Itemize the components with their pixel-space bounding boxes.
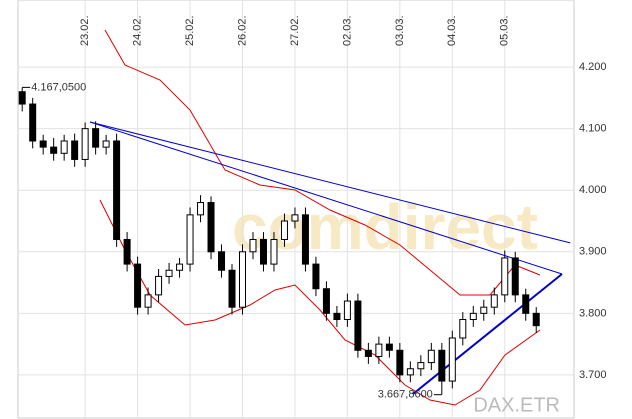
x-tick-label: 25.02. (184, 15, 196, 46)
x-tick-label: 04.03. (446, 15, 458, 46)
annotation-label: 4.167,0500 (31, 81, 86, 93)
candle-body (427, 349, 435, 364)
candle-body (238, 251, 246, 308)
y-tick-label: 3.800 (579, 307, 607, 319)
x-tick-label: 05.03. (499, 15, 511, 46)
candle-body (490, 294, 498, 308)
candle-body (448, 337, 456, 382)
candle-body (480, 306, 488, 314)
candle-body (71, 140, 79, 160)
candle-body (364, 349, 372, 357)
x-tick-label: 26.02. (236, 15, 248, 46)
candle-body (301, 214, 309, 265)
candle-body (218, 251, 226, 271)
candle-body (438, 349, 446, 382)
candle-body (501, 257, 509, 296)
x-tick-label: 03.03. (394, 15, 406, 46)
y-tick-label: 4.200 (579, 61, 607, 73)
candle-body (134, 263, 142, 308)
y-tick-label: 4.000 (579, 184, 607, 196)
candle-body (259, 238, 267, 265)
plot-area (17, 0, 575, 419)
candle-body (417, 362, 425, 370)
candle-body (18, 91, 26, 105)
candle-body (186, 214, 194, 265)
x-tick-label: 23.02. (79, 15, 91, 46)
candle-body (144, 294, 152, 308)
candle-body (469, 312, 477, 321)
candle-body (102, 140, 110, 148)
candle-body (113, 140, 121, 240)
trend-line (89, 121, 563, 275)
candle-body (385, 343, 393, 351)
candle-body (459, 319, 467, 339)
candle-body (343, 300, 351, 321)
candle-body (406, 368, 414, 376)
trend-line (89, 121, 571, 244)
candle-body (522, 294, 530, 314)
y-tick-label: 3.700 (579, 369, 607, 381)
candle-body (123, 238, 131, 265)
candle-body (354, 300, 362, 351)
y-tick-label: 4.100 (579, 123, 607, 135)
candle-body (60, 140, 68, 154)
bollinger-upper (104, 29, 541, 296)
candle-body (155, 275, 163, 296)
x-tick-label: 24.02. (131, 15, 143, 46)
candle-body (291, 214, 299, 222)
candle-body (39, 140, 47, 148)
x-tick-label: 27.02. (289, 15, 301, 46)
x-tick-label: 02.03. (341, 15, 353, 46)
candle-body (396, 349, 404, 376)
annotation-label: 3.667,8600 (378, 389, 433, 401)
candle-body (280, 220, 288, 240)
bollinger-lower (99, 199, 541, 406)
candle-body (228, 269, 236, 308)
y-tick-label: 3.900 (579, 246, 607, 258)
candle-body (165, 269, 173, 277)
candle-body (50, 146, 58, 154)
candle-body (92, 128, 100, 148)
candle-body (511, 257, 519, 296)
candle-body (197, 202, 205, 216)
candle-body (375, 343, 383, 357)
candle-body (249, 238, 257, 253)
candle-body (81, 128, 89, 160)
instrument-label: DAX.ETR (473, 394, 560, 416)
candle-body (29, 103, 37, 142)
candle-body (333, 312, 341, 321)
candle-body (176, 263, 184, 271)
support-line (412, 273, 563, 395)
candle-body (312, 263, 320, 290)
candle-body (270, 238, 278, 265)
candle-body (532, 312, 540, 327)
candle-body (322, 288, 330, 314)
candle-body (207, 202, 215, 253)
